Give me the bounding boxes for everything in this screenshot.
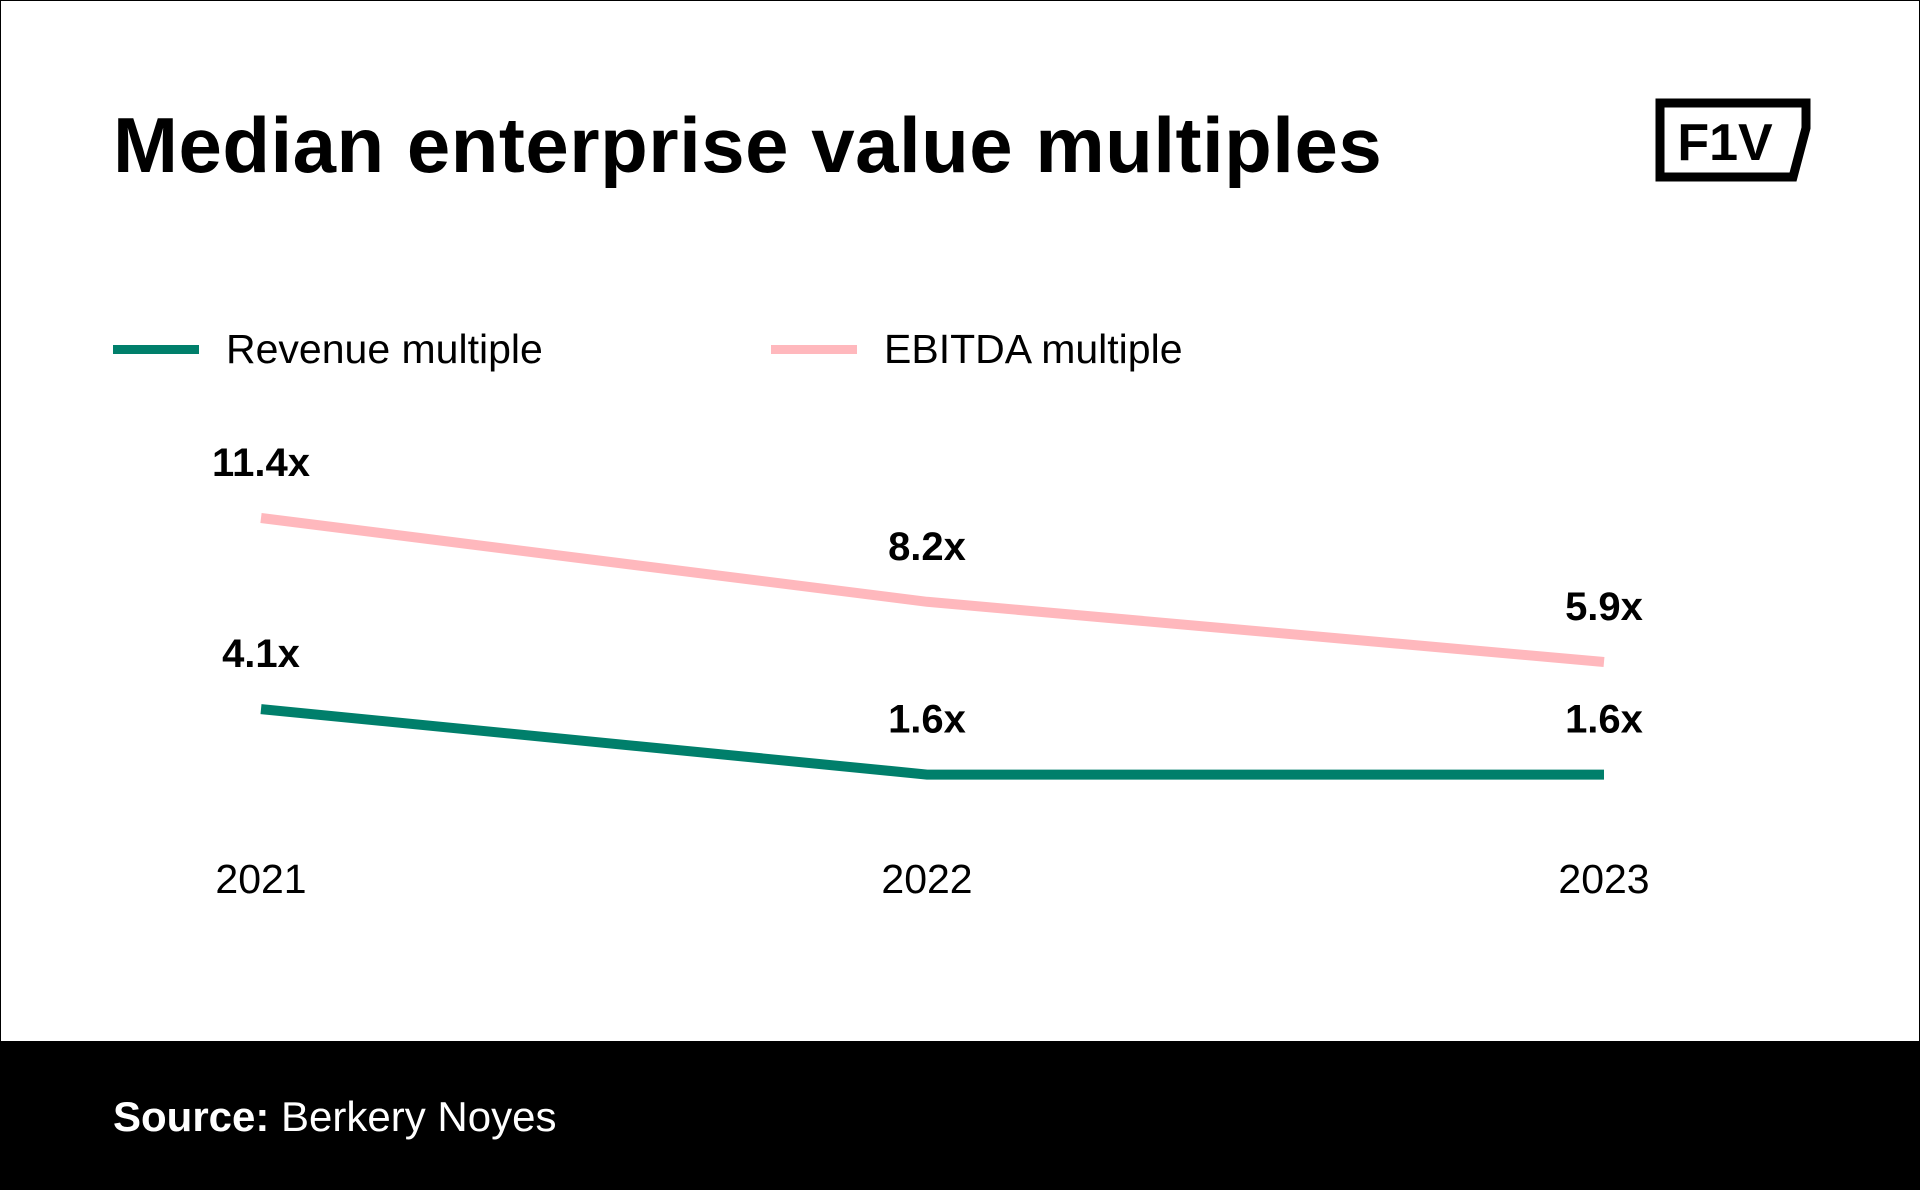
- data-label: 1.6x: [888, 698, 966, 742]
- source-text: Source: Berkery Noyes: [113, 1093, 556, 1141]
- legend-label: Revenue multiple: [226, 326, 543, 372]
- line-chart: 11.4x 8.2x 5.9x 4.1x 1.6x 1.6x 2021 2022 2023: [212, 441, 1650, 902]
- legend-ebitda: EBITDA multiple: [771, 326, 1183, 373]
- data-label: 5.9x: [1565, 585, 1643, 629]
- x-tick-label: 2022: [881, 856, 972, 902]
- legend-revenue: Revenue multiple: [113, 326, 543, 373]
- source-label: Source:: [113, 1093, 270, 1140]
- legend-swatch-ebitda: [771, 345, 857, 354]
- chart-title: Median enterprise value multiples: [113, 101, 1383, 189]
- data-label: 4.1x: [222, 632, 300, 676]
- data-label: 11.4x: [212, 441, 310, 485]
- svg-text:F1V: F1V: [1677, 114, 1773, 172]
- series-line-ebitda: [260, 513, 1605, 667]
- f1v-logo: F1V: [1655, 98, 1811, 182]
- footer: Source: Berkery Noyes: [0, 1041, 1920, 1190]
- series-line-revenue: [260, 704, 1604, 780]
- data-label: 1.6x: [1565, 698, 1643, 742]
- data-label: 8.2x: [888, 525, 966, 569]
- x-tick-label: 2021: [215, 856, 306, 902]
- x-tick-label: 2023: [1558, 856, 1649, 902]
- source-value: Berkery Noyes: [281, 1093, 557, 1140]
- legend-label: EBITDA multiple: [884, 326, 1183, 372]
- legend-swatch-revenue: [113, 345, 199, 354]
